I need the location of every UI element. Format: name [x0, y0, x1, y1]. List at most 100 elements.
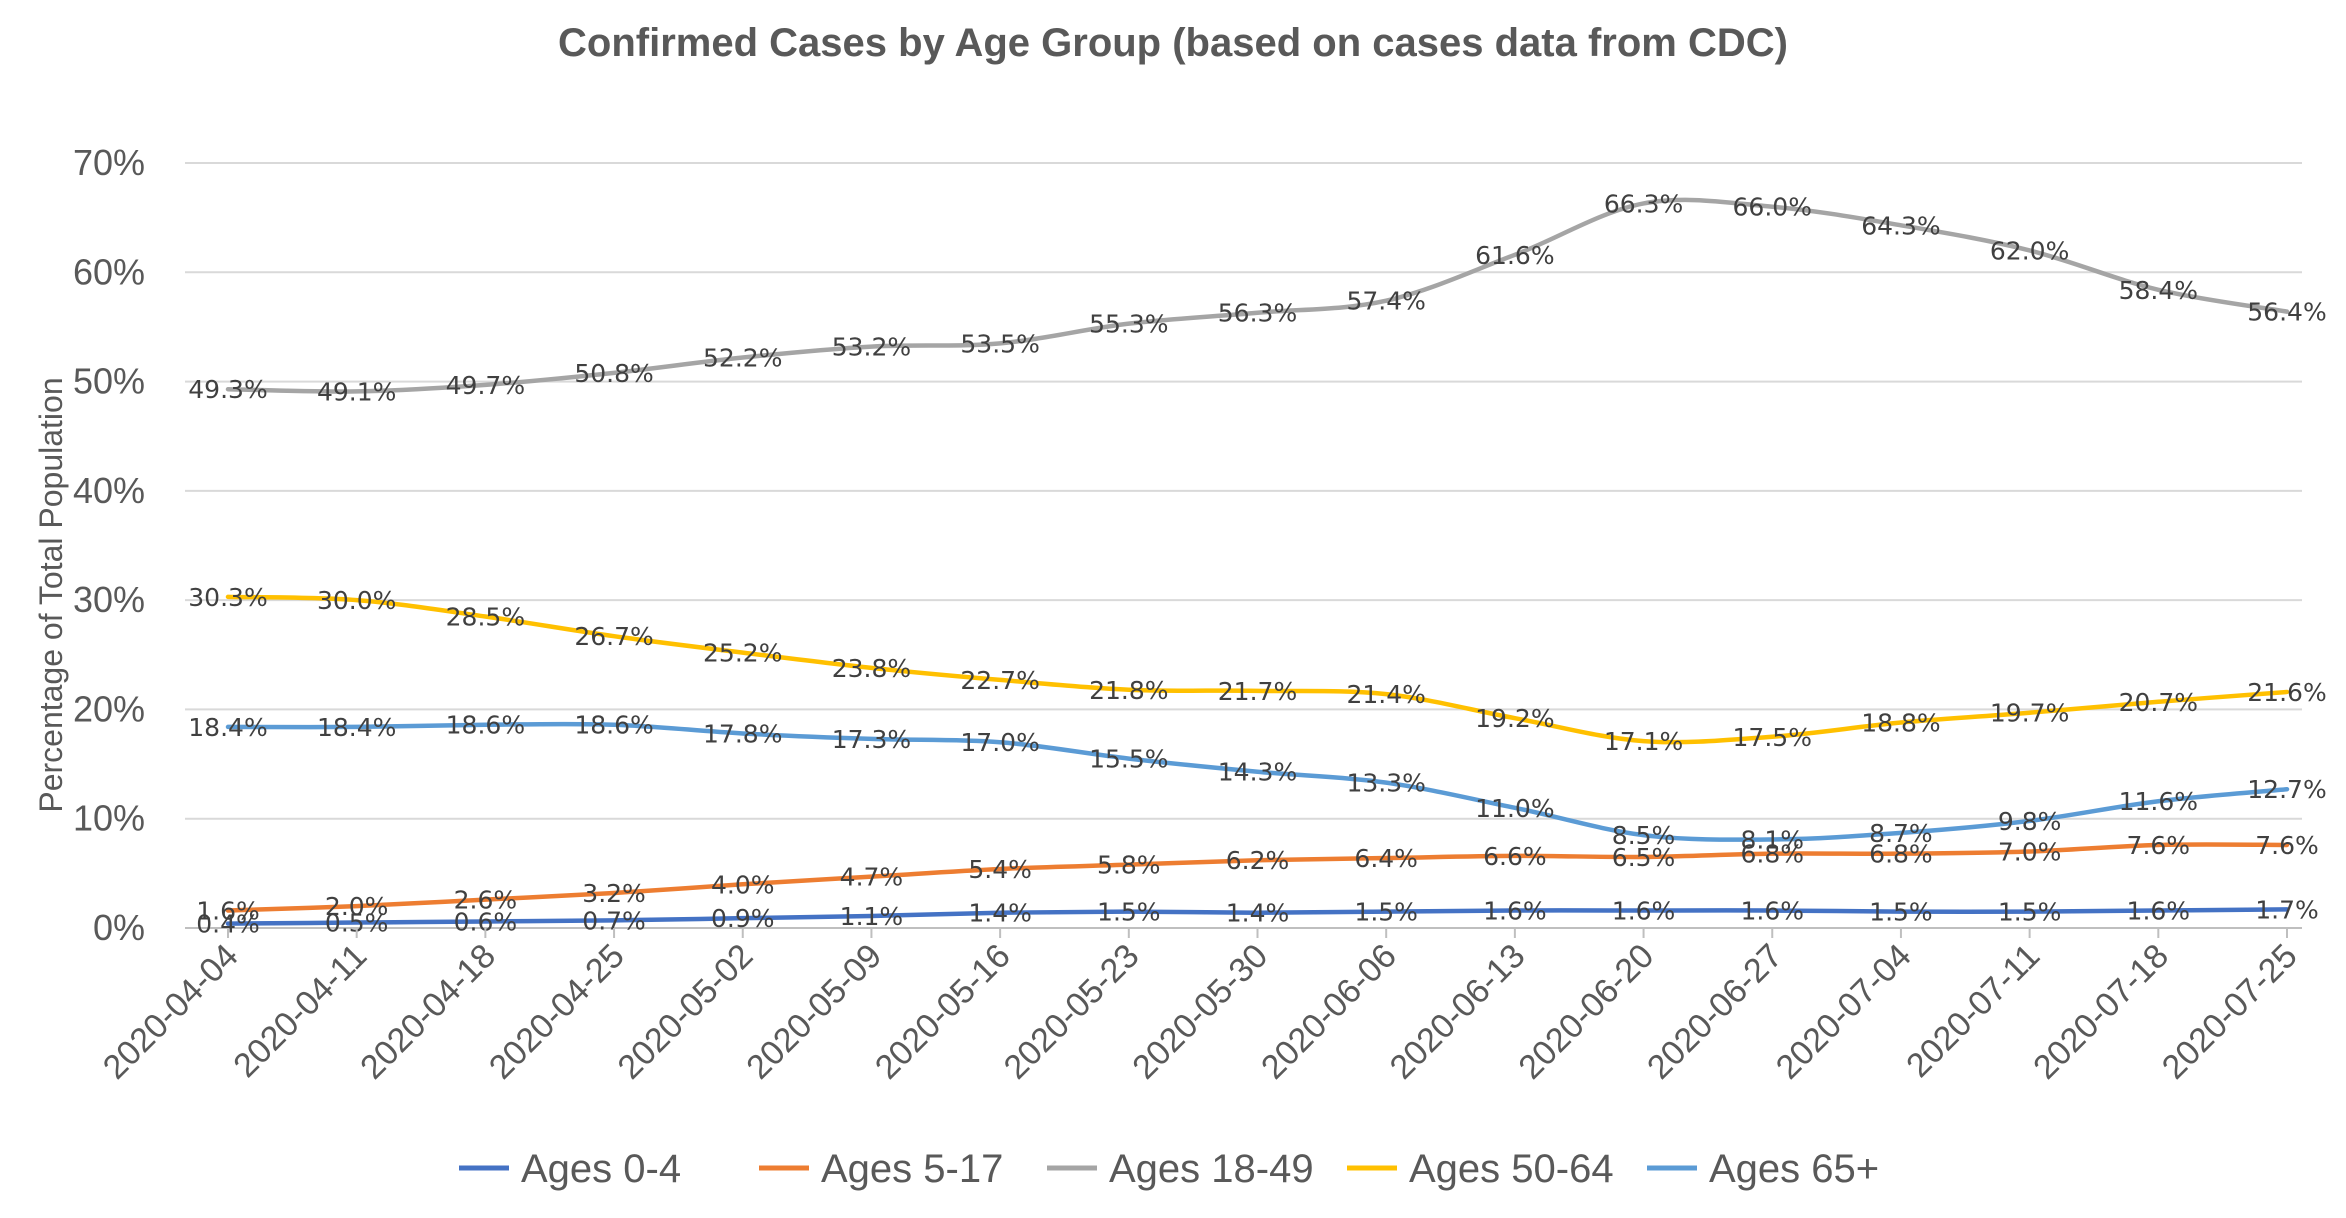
data-label: 18.8%: [1861, 709, 1940, 738]
x-tick-label: 2020-05-30: [1125, 937, 1275, 1087]
data-label: 61.6%: [1475, 241, 1554, 270]
data-label: 6.2%: [1226, 846, 1290, 875]
data-label: 17.3%: [832, 725, 911, 754]
data-label: 1.5%: [1869, 898, 1933, 927]
data-label: 62.0%: [1990, 236, 2069, 265]
y-tick-label: 30%: [73, 579, 145, 620]
data-label: 6.6%: [1483, 842, 1547, 871]
data-labels: 0.4% 0.5% 0.6% 0.7% 0.9% 1.1% 1.4% 1.5% 1.4% 1.5%…: [188, 189, 2326, 938]
data-label: 15.5%: [1089, 745, 1168, 774]
data-label: 57.4%: [1346, 287, 1425, 316]
x-axis-ticks: 2020-04-042020-04-112020-04-182020-04-25…: [96, 928, 2305, 1087]
data-label: 1.7%: [2255, 895, 2319, 924]
y-tick-label: 10%: [73, 798, 145, 839]
data-label: 28.5%: [446, 603, 525, 632]
y-tick-label: 70%: [73, 142, 145, 183]
data-label: 6.8%: [1869, 840, 1933, 869]
data-label: 58.4%: [2119, 276, 2198, 305]
data-label: 12.7%: [2247, 775, 2326, 804]
y-axis-label: Percentage of Total Population: [33, 377, 69, 812]
data-label: 14.3%: [1218, 758, 1297, 787]
data-label: 1.6%: [1740, 897, 1804, 926]
data-label: 17.5%: [1733, 723, 1812, 752]
data-label: 1.5%: [1354, 898, 1418, 927]
series-line-1: [225, 907, 2290, 926]
data-label: 21.8%: [1089, 676, 1168, 705]
data-label: 49.1%: [317, 377, 396, 406]
x-tick-label: 2020-04-25: [482, 937, 632, 1087]
data-label: 66.3%: [1604, 189, 1683, 218]
x-tick-label: 2020-05-16: [868, 937, 1018, 1087]
legend-label: Ages 18-49: [1109, 1147, 1314, 1191]
chart-title: Confirmed Cases by Age Group (based on c…: [558, 21, 1788, 65]
x-tick-label: 2020-06-13: [1383, 937, 1533, 1087]
y-tick-label: 40%: [73, 470, 145, 511]
series-line-2: [225, 842, 2290, 913]
data-label: 8.5%: [1612, 821, 1676, 850]
data-label: 4.0%: [711, 870, 775, 899]
series-lines: [225, 197, 2290, 926]
x-tick-label: 2020-05-23: [997, 937, 1147, 1087]
data-label: 49.3%: [188, 375, 267, 404]
x-tick-label: 2020-05-09: [739, 937, 889, 1087]
data-label: 21.7%: [1218, 677, 1297, 706]
series-line-4: [225, 594, 2290, 745]
data-label: 19.7%: [1990, 699, 2069, 728]
data-label: 1.6%: [1612, 897, 1676, 926]
y-tick-label: 60%: [73, 251, 145, 292]
series-line-3: [225, 197, 2290, 394]
data-label: 1.6%: [196, 897, 260, 926]
data-label: 2.6%: [454, 886, 518, 915]
data-label: 23.8%: [832, 654, 911, 683]
data-label: 1.4%: [1226, 899, 1290, 928]
data-label: 21.4%: [1346, 680, 1425, 709]
data-label: 64.3%: [1861, 211, 1940, 240]
x-tick-label: 2020-06-06: [1254, 937, 1404, 1087]
gridlines: [185, 162, 2302, 929]
data-label: 3.2%: [582, 879, 646, 908]
data-label: 18.4%: [317, 713, 396, 742]
x-tick-label: 2020-07-04: [1769, 937, 1919, 1087]
data-label: 53.2%: [832, 333, 911, 362]
legend-label: Ages 0-4: [521, 1147, 681, 1191]
data-label: 1.4%: [968, 899, 1032, 928]
data-label: 9.8%: [1998, 807, 2062, 836]
data-label: 55.3%: [1089, 310, 1168, 339]
data-label: 1.1%: [840, 902, 904, 931]
data-label: 53.5%: [960, 329, 1039, 358]
data-label: 50.8%: [574, 359, 653, 388]
data-label: 17.0%: [960, 728, 1039, 757]
data-label: 7.6%: [2127, 831, 2191, 860]
x-tick-label: 2020-04-04: [96, 937, 246, 1087]
data-label: 11.0%: [1475, 794, 1554, 823]
legend-label: Ages 5-17: [821, 1147, 1003, 1191]
data-label: 20.7%: [2119, 688, 2198, 717]
data-label: 18.4%: [188, 713, 267, 742]
data-label: 26.7%: [574, 622, 653, 651]
data-label: 19.2%: [1475, 704, 1554, 733]
data-label: 66.0%: [1733, 193, 1812, 222]
data-label: 2.0%: [325, 892, 389, 921]
legend-label: Ages 50-64: [1409, 1147, 1614, 1191]
x-tick-label: 2020-07-11: [1899, 937, 2047, 1085]
x-tick-label: 2020-07-18: [2026, 937, 2176, 1087]
x-tick-label: 2020-05-02: [611, 937, 761, 1087]
data-label: 5.4%: [968, 855, 1032, 884]
x-tick-label: 2020-04-11: [226, 937, 374, 1085]
data-label: 6.4%: [1354, 844, 1418, 873]
y-tick-label: 0%: [93, 907, 145, 948]
x-tick-label: 2020-04-18: [353, 937, 503, 1087]
data-label: 17.8%: [703, 719, 782, 748]
data-label: 18.6%: [446, 711, 525, 740]
data-label: 30.3%: [188, 583, 267, 612]
data-label: 5.8%: [1097, 851, 1161, 880]
y-tick-label: 20%: [73, 688, 145, 729]
data-label: 11.6%: [2119, 787, 2198, 816]
y-tick-label: 50%: [73, 361, 145, 402]
data-label: 6.5%: [1612, 843, 1676, 872]
data-label: 1.5%: [1097, 898, 1161, 927]
data-label: 7.0%: [1998, 838, 2062, 867]
data-label: 56.3%: [1218, 299, 1297, 328]
